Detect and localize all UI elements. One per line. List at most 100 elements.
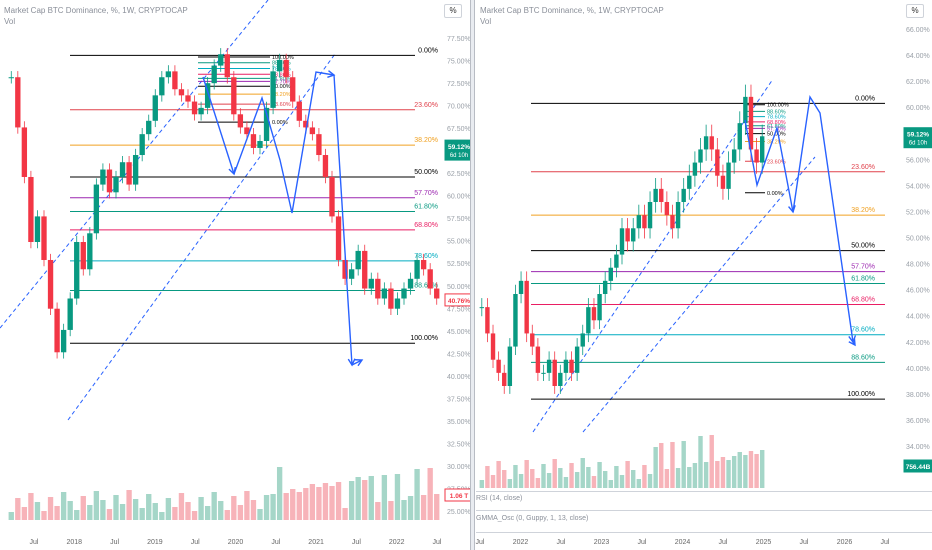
volume-bar [754,454,759,488]
volume-bar [204,506,211,520]
candle-body [60,329,67,353]
volume-bar [257,509,263,520]
fib-level-label: 61.80% [851,275,875,282]
left-chart-header: Market Cap BTC Dominance, %, 1W, CRYPTOC… [4,6,188,26]
volume-bar [93,491,100,520]
candle-body [687,175,692,189]
candle-body [381,288,388,299]
volume-bar [224,510,230,520]
candle-body [276,59,283,72]
candle-body [348,269,355,279]
rsi-pane-separator[interactable] [476,491,932,492]
price-badge [444,139,470,161]
fib-level-label: 68.80% [414,222,438,229]
candle-body [80,242,86,270]
trend-channel-line [67,53,336,421]
price-tick-label: 77.50% [447,36,470,43]
volume-bar [653,447,658,488]
left-chart-canvas[interactable]: 77.50%75.00%72.50%70.00%67.50%65.00%62.5… [0,0,470,550]
projection-arrow-path [792,95,854,343]
price-tick-label: 64.00% [906,53,930,60]
volume-bar [74,510,80,520]
price-tick-label: 66.00% [906,27,930,34]
candle-body [237,114,244,128]
price-tick-label: 42.50% [447,351,470,358]
candle-body [731,149,737,163]
price-tick-label: 44.00% [906,314,930,321]
left-vol-label: Vol [4,17,16,26]
price-tick-label: 30.00% [447,464,470,471]
projection-arrow-path [233,71,335,214]
candle-body [74,242,80,299]
candle-body [420,259,427,270]
pane-divider[interactable] [470,0,475,550]
volume-bar [692,463,698,488]
time-tick-label: Jul [191,539,200,546]
candle-body [152,95,158,121]
price-tick-label: 50.00% [447,284,470,291]
time-tick-label: 2023 [594,539,610,546]
price-tick-label: 50.00% [906,236,930,243]
fib-level-label: 78.60% [414,253,438,260]
candle-body [659,188,664,202]
volume-bar [414,469,420,520]
volume-bar [80,496,86,520]
right-axis-unit-button[interactable]: % [906,4,924,18]
price-tick-label: 54.00% [906,183,930,190]
volume-bar [172,507,178,520]
small-fib-level-label: 38.20% [272,92,291,98]
price-tick-label: 40.00% [906,366,930,373]
price-tick-label: 48.00% [906,262,930,269]
volume-bar [218,501,224,520]
price-tick-label: 56.00% [906,157,930,164]
candle-body [250,134,257,148]
volume-bar [322,483,329,520]
volume-bar [636,479,642,488]
price-badge-countdown: 6d 10h [909,141,927,147]
volume-bar [263,495,270,520]
candle-body [513,294,518,347]
time-tick-label: Jul [433,539,442,546]
candle-body [414,259,420,279]
candle-body [530,333,535,347]
price-tick-label: 45.00% [447,329,470,336]
candle-body [681,188,686,202]
right-chart-canvas[interactable]: 66.00%64.00%62.00%60.00%58.00%56.00%54.0… [475,0,932,550]
candle-body [329,176,335,217]
gmma-indicator-label: GMMA_Osc (0, Guppy, 1, 13, close) [476,515,589,522]
candle-body [15,77,21,128]
volume-bar [309,484,316,520]
volume-bar [748,451,754,488]
candle-body [126,162,132,185]
volume-bar [394,474,401,520]
left-axis-unit-button[interactable]: % [444,4,462,18]
price-tick-label: 36.00% [906,418,930,425]
volume-bar [67,501,73,520]
volume-bar [329,486,335,520]
volume-bar [132,499,139,520]
volume-bar [198,497,204,520]
candle-body [580,333,585,347]
candle-body [119,162,126,177]
small-fib-level-label: 88.60% [767,109,786,115]
volume-bar [502,470,507,488]
volume-bar [681,441,686,488]
price-badge [444,488,470,502]
time-tick-label: 2020 [228,539,244,546]
candle-body [244,127,250,135]
fib-level-label: 88.60% [414,283,438,290]
candle-body [759,136,765,163]
time-tick-label: 2021 [308,539,324,546]
trend-channel-line [582,156,816,433]
volume-bar [675,468,681,488]
gmma-pane-separator[interactable] [476,510,932,511]
candle-body [388,288,394,309]
volume-bar [625,461,630,488]
price-tick-label: 37.50% [447,396,470,403]
candle-body [362,250,368,289]
rsi-indicator-label: RSI (14, close) [476,495,523,502]
candle-body [198,107,204,115]
projection-arrow-path [351,359,363,366]
volume-bar [552,459,557,488]
price-badge [444,293,470,307]
